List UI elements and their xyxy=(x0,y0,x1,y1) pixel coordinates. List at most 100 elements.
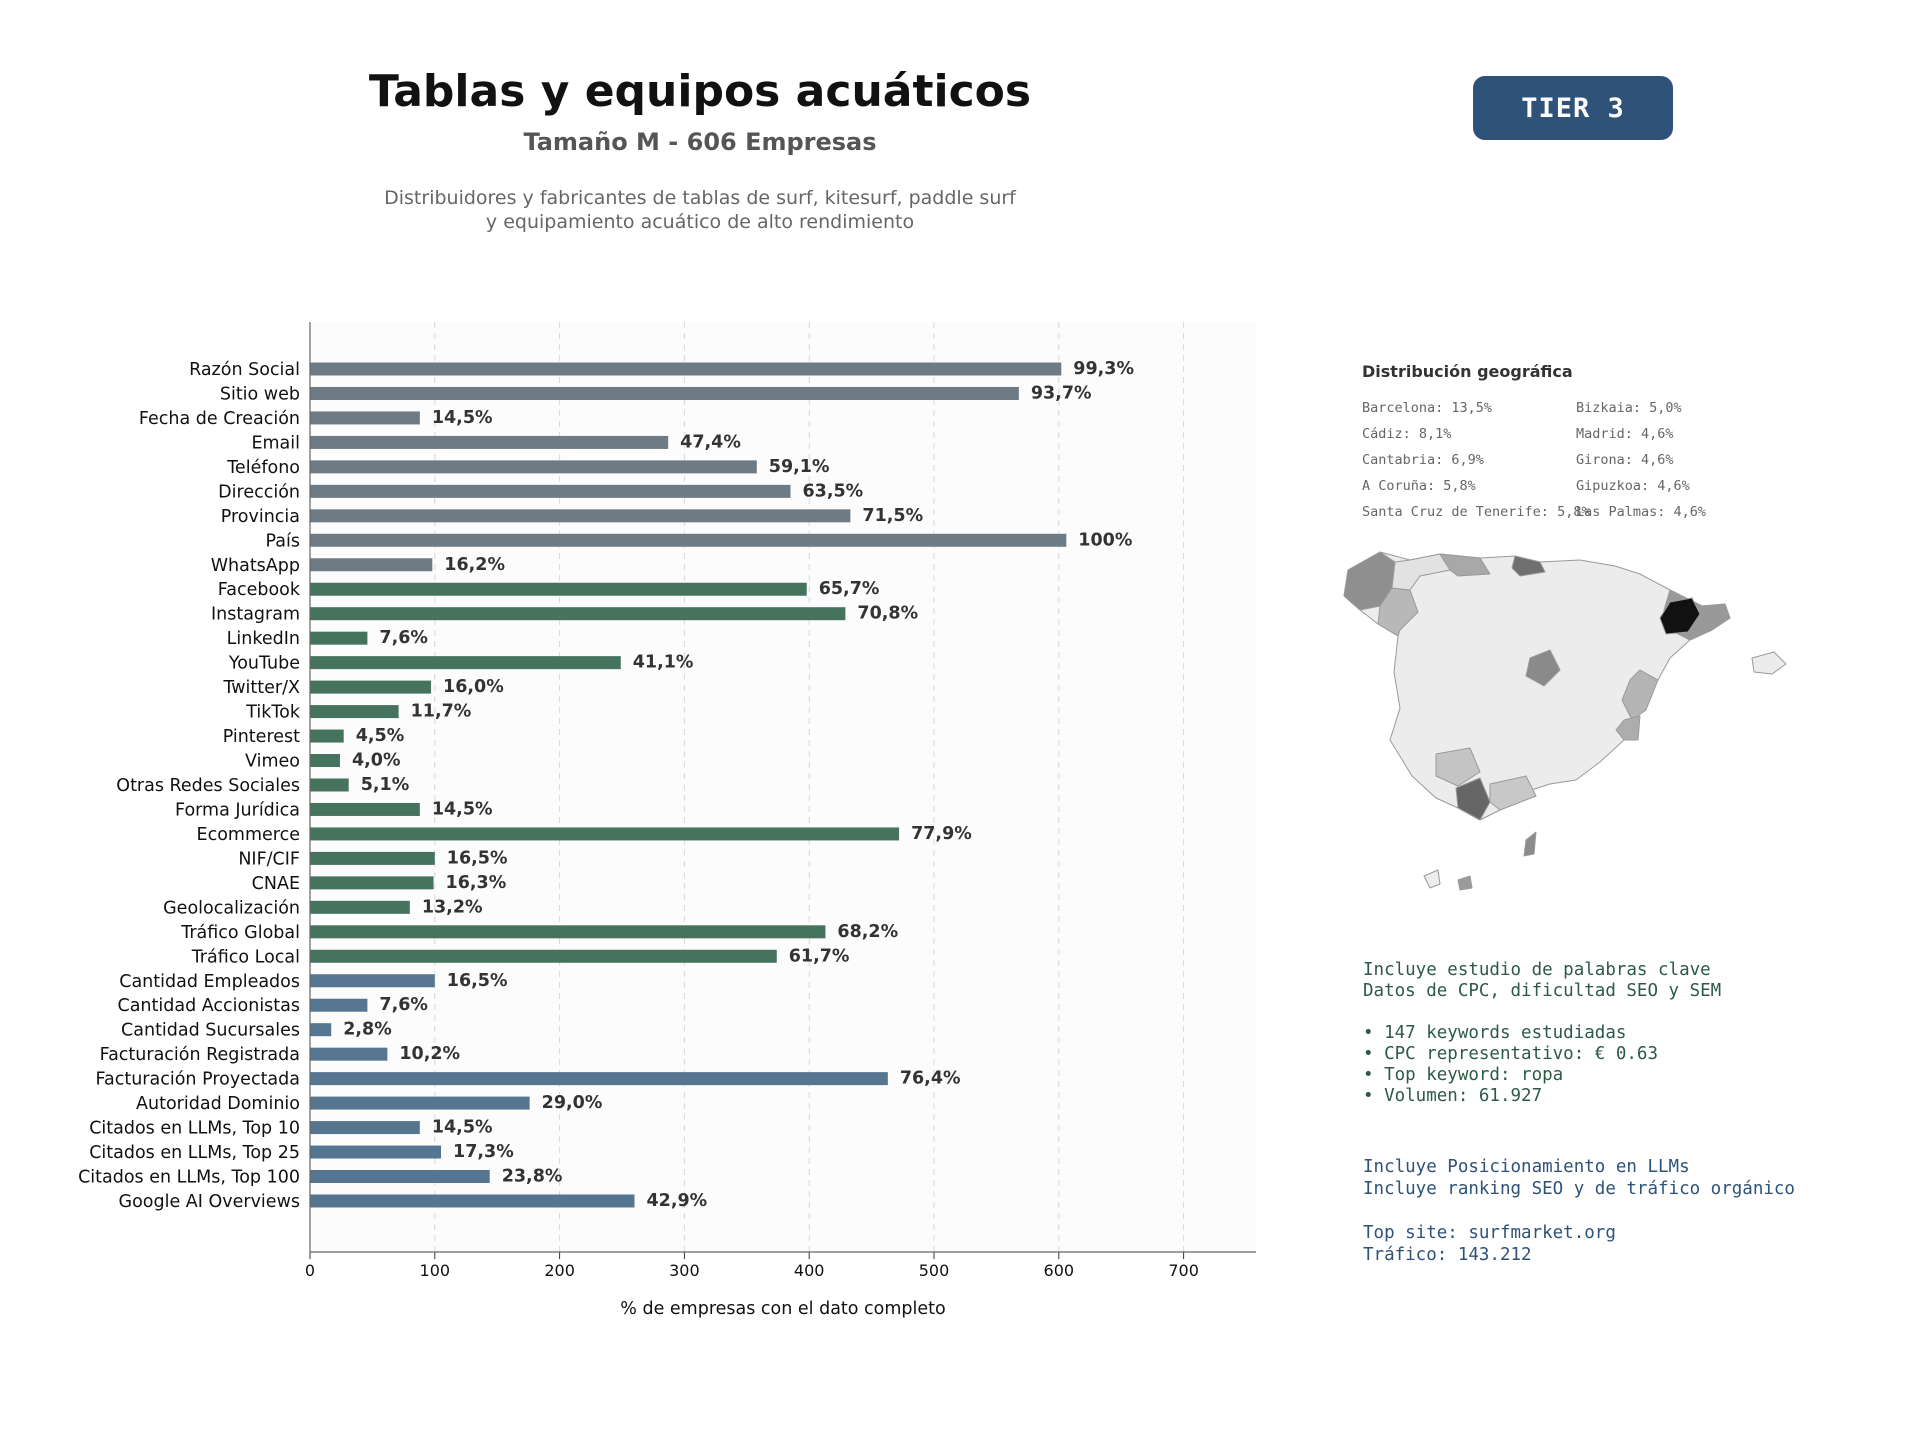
data-label: 77,9% xyxy=(911,824,972,844)
y-tick-label: Fecha de Creación xyxy=(139,409,300,429)
geo-item: Las Palmas: 4,6% xyxy=(1576,504,1707,520)
data-label: 70,8% xyxy=(857,604,918,624)
y-tick-label: WhatsApp xyxy=(211,556,300,576)
x-tick-label: 400 xyxy=(794,1261,825,1280)
keywords-line-2: Datos de CPC, dificultad SEO y SEM xyxy=(1363,981,1722,1001)
llm-line-1: Incluye Posicionamiento en LLMs xyxy=(1363,1157,1690,1177)
bar xyxy=(310,705,399,719)
keywords-bullet: • Volumen: 61.927 xyxy=(1363,1086,1543,1106)
map-cadiz xyxy=(1455,777,1491,821)
tier-badge: TIER 3 xyxy=(1473,76,1673,140)
y-tick-label: Cantidad Accionistas xyxy=(117,996,300,1016)
x-tick-label: 600 xyxy=(1044,1261,1075,1280)
y-tick-label: Cantidad Empleados xyxy=(119,972,300,992)
bar xyxy=(310,974,435,988)
y-tick-label: Citados en LLMs, Top 25 xyxy=(89,1143,300,1163)
x-tick-label: 100 xyxy=(420,1261,451,1280)
keywords-bullet: • CPC representativo: € 0.63 xyxy=(1363,1044,1659,1064)
geo-item: Cádiz: 8,1% xyxy=(1362,426,1452,442)
bar xyxy=(310,754,340,768)
geo-distribution-title: Distribución geográfica xyxy=(1362,362,1573,381)
y-tick-label: Twitter/X xyxy=(222,678,300,698)
bar xyxy=(310,1121,420,1135)
map-asturias xyxy=(1391,553,1451,591)
data-label: 71,5% xyxy=(862,506,923,526)
map-barcelona xyxy=(1659,597,1701,635)
y-tick-label: Autoridad Dominio xyxy=(136,1094,300,1114)
data-label: 4,0% xyxy=(352,751,401,771)
bar xyxy=(310,876,434,890)
y-tick-label: Sitio web xyxy=(220,384,300,404)
map-canary-1 xyxy=(1423,869,1441,889)
geo-item: Santa Cruz de Tenerife: 5,8% xyxy=(1362,504,1590,520)
data-label: 47,4% xyxy=(680,432,741,452)
bar xyxy=(310,900,410,914)
x-axis-label: % de empresas con el dato completo xyxy=(620,1299,945,1319)
y-tick-label: Cantidad Sucursales xyxy=(121,1021,300,1041)
map-malaga xyxy=(1489,775,1537,811)
chart-subtitle: Tamaño M - 606 Empresas xyxy=(523,128,877,156)
bar xyxy=(310,1096,530,1110)
y-tick-label: Otras Redes Sociales xyxy=(116,776,300,796)
data-label: 10,2% xyxy=(399,1044,460,1064)
bar xyxy=(310,680,432,694)
bar xyxy=(310,1170,490,1184)
data-label: 61,7% xyxy=(789,946,850,966)
data-label: 23,8% xyxy=(502,1167,563,1187)
data-label: 100% xyxy=(1078,530,1132,550)
data-label: 16,2% xyxy=(444,555,505,575)
bar-chart: 0 100 200 300 400 500 600 700 Razón Social 99,3% S… xyxy=(78,322,1256,1319)
bar xyxy=(310,1047,388,1061)
bar xyxy=(310,582,807,596)
bar xyxy=(310,827,900,841)
data-label: 16,5% xyxy=(447,848,508,868)
bar xyxy=(310,411,420,425)
y-tick-label: Facturación Proyectada xyxy=(96,1070,300,1090)
y-tick-label: Dirección xyxy=(218,482,300,502)
chart-description: Distribuidores y fabricantes de tablas d… xyxy=(200,186,1200,234)
bar xyxy=(310,1194,635,1208)
bar xyxy=(310,631,368,645)
y-tick-label: Teléfono xyxy=(226,458,300,478)
y-tick-label: TikTok xyxy=(245,703,301,723)
map-cantabria xyxy=(1439,553,1491,577)
data-label: 13,2% xyxy=(422,897,483,917)
data-label: 65,7% xyxy=(819,579,880,599)
data-label: 7,6% xyxy=(379,995,428,1015)
llm-line-2: Incluye ranking SEO y de tráfico orgánic… xyxy=(1363,1179,1795,1199)
geo-distribution-list: Barcelona: 13,5% Bizkaia: 5,0% Cádiz: 8,… xyxy=(1362,399,1882,522)
map-andalusia-west xyxy=(1435,747,1481,787)
y-tick-label: Tráfico Local xyxy=(191,947,300,967)
data-label: 93,7% xyxy=(1031,383,1092,403)
map-basque xyxy=(1511,555,1546,577)
geo-item: Barcelona: 13,5% xyxy=(1362,400,1493,416)
map-canary-2 xyxy=(1457,875,1473,891)
y-tick-label: Citados en LLMs, Top 100 xyxy=(78,1168,300,1188)
data-label: 16,5% xyxy=(447,971,508,991)
y-tick-label: Vimeo xyxy=(245,752,300,772)
bar xyxy=(310,533,1067,547)
llm-info: Incluye Posicionamiento en LLMs Incluye … xyxy=(1363,1156,1795,1266)
bar xyxy=(310,851,435,865)
bar xyxy=(310,656,621,670)
data-label: 59,1% xyxy=(769,457,830,477)
bar xyxy=(310,1145,442,1159)
bar xyxy=(310,729,344,743)
y-tick-label: Razón Social xyxy=(189,360,300,380)
data-label: 63,5% xyxy=(802,481,863,501)
bar xyxy=(310,509,851,523)
data-label: 17,3% xyxy=(453,1142,514,1162)
y-tick-label: País xyxy=(266,531,300,551)
bar xyxy=(310,1072,888,1086)
data-label: 99,3% xyxy=(1073,359,1134,379)
data-label: 41,1% xyxy=(633,653,694,673)
y-tick-label: Provincia xyxy=(221,507,300,527)
data-label: 11,7% xyxy=(411,702,472,722)
bar xyxy=(310,925,826,939)
data-label: 14,5% xyxy=(432,799,493,819)
geo-item: A Coruña: 5,8% xyxy=(1362,478,1476,494)
y-tick-label: CNAE xyxy=(252,874,300,894)
y-tick-label: NIF/CIF xyxy=(238,849,300,869)
keywords-bullet: • 147 keywords estudiadas xyxy=(1363,1023,1627,1043)
y-tick-label: Email xyxy=(251,433,300,453)
